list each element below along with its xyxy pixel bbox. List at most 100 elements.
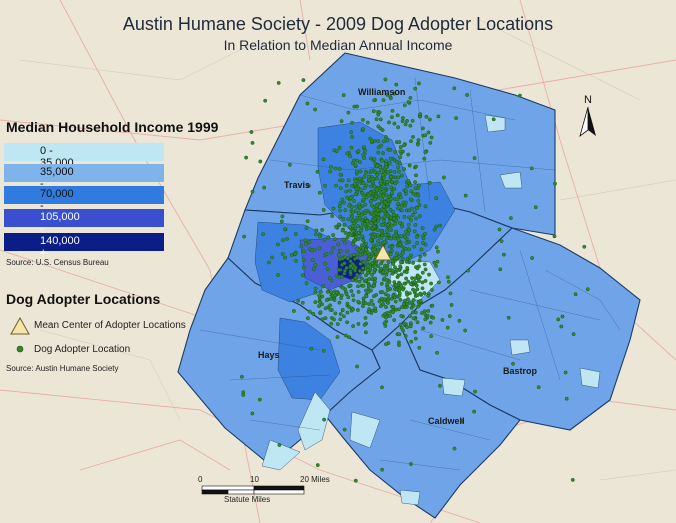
adopter-point (357, 202, 362, 207)
adopter-point (356, 237, 361, 241)
adopter-point (436, 114, 441, 119)
adopter-point (409, 206, 414, 211)
adopter-point (372, 283, 377, 288)
adopter-point (416, 274, 421, 279)
adopter-point (560, 314, 565, 319)
adopter-point (372, 184, 377, 189)
adopter-point (250, 189, 255, 194)
adopter-point (415, 241, 420, 245)
adopter-point (430, 303, 435, 308)
adopter-point (376, 150, 381, 155)
county-label-travis: Travis (284, 180, 310, 190)
adopter-point (380, 173, 385, 178)
adopter-point (287, 162, 292, 167)
adopter-point (346, 217, 351, 222)
adopter-point (345, 310, 350, 315)
adopter-point (322, 183, 327, 188)
adopter-point (300, 300, 305, 305)
adopter-point (402, 214, 407, 219)
adopter-point (440, 318, 445, 322)
adopter-point (371, 212, 376, 217)
adopter-point (334, 224, 338, 229)
adopter-point (398, 195, 403, 200)
adopter-point (506, 315, 511, 320)
adopter-point (244, 155, 249, 160)
adopter-point (351, 298, 356, 303)
adopter-point (323, 306, 328, 311)
adopter-point (358, 160, 362, 165)
adopter-point (320, 294, 325, 299)
adopter-point (317, 246, 322, 251)
adopter-point (570, 477, 575, 482)
adopter-point (397, 332, 402, 337)
adopter-point (409, 339, 414, 344)
adopter-point (381, 269, 386, 274)
adopter-point (275, 242, 280, 247)
adopter-point (398, 322, 403, 327)
adopter-point-legend-icon (16, 345, 24, 353)
adopter-point (463, 193, 468, 198)
adopter-point (446, 275, 450, 280)
adopter-point (387, 244, 392, 249)
adopter-point (408, 321, 413, 326)
adopter-point (332, 237, 337, 242)
adopter-point (376, 216, 381, 221)
adopter-point (356, 230, 361, 235)
adopter-point (351, 242, 355, 247)
adopter-point (380, 290, 385, 295)
adopter-point (385, 138, 390, 143)
adopter-point (381, 208, 386, 213)
adopter-point (328, 307, 333, 312)
adopter-point (454, 116, 458, 121)
adopter-point (343, 230, 348, 235)
adopter-point (403, 246, 408, 251)
adopter-point (336, 253, 341, 257)
adopter-point (354, 186, 359, 191)
adopter-point (387, 120, 391, 125)
legend-swatch-1 (4, 143, 164, 161)
adopter-point (369, 203, 374, 208)
adopter-point (413, 289, 417, 294)
adopter-point (403, 188, 408, 193)
adopter-point (358, 261, 363, 266)
adopter-point (392, 186, 397, 191)
adopter-point (355, 255, 360, 260)
adopter-point (401, 328, 405, 333)
adopter-point (409, 189, 414, 194)
scale-tick-20: 20 Miles (300, 475, 330, 484)
adopter-point (360, 218, 364, 223)
adopter-point (380, 467, 384, 472)
adopter-point (374, 251, 379, 256)
adopter-point (326, 235, 331, 240)
adopter-point (355, 364, 359, 369)
adopter-point (390, 108, 395, 113)
adopter-point (363, 330, 368, 335)
adopter-point (383, 162, 388, 167)
adopter-point (385, 282, 390, 286)
adopter-point (379, 296, 384, 301)
adopter-point (383, 323, 388, 328)
adopter-point (434, 224, 439, 229)
adopter-point (330, 214, 335, 218)
adopter-point (358, 187, 363, 192)
adopter-point (392, 91, 397, 96)
adopter-point (391, 310, 395, 315)
adopter-point (327, 276, 332, 281)
adopter-point (404, 191, 408, 196)
adopter-point (362, 174, 367, 179)
adopter-point (345, 301, 350, 306)
adopter-point (285, 236, 289, 241)
adopter-point (407, 255, 412, 260)
adopter-point (350, 214, 355, 219)
adopter-point (340, 285, 345, 290)
adopter-point (353, 478, 358, 483)
adopter-point (340, 307, 345, 312)
adopter-point (412, 279, 417, 284)
adopter-point (325, 267, 330, 271)
adopter-point (416, 304, 420, 309)
adopter-point (349, 145, 354, 150)
adopter-point (328, 303, 332, 308)
adopter-point (343, 208, 348, 213)
tract-lines (199, 77, 621, 471)
adopter-point (348, 154, 352, 159)
